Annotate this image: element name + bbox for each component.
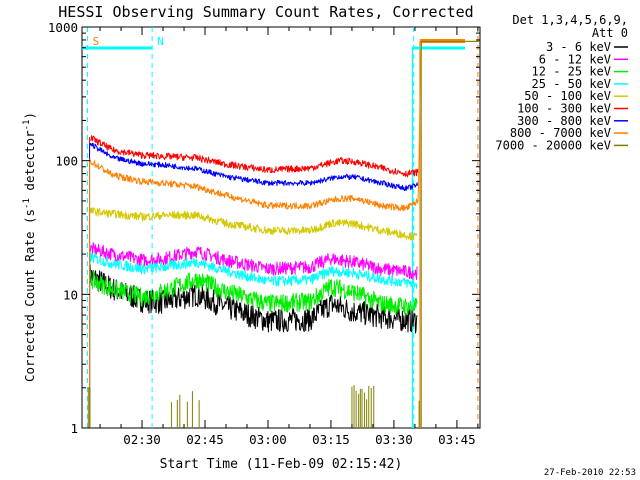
- legend-label: 6 - 12 keV: [539, 52, 611, 66]
- legend-label: 50 - 100 keV: [524, 89, 611, 103]
- y-tick-label: 1000: [48, 20, 78, 35]
- x-tick-label: 03:30: [375, 432, 413, 447]
- y-tick-label: 100: [55, 154, 78, 169]
- series-line-100-300kev: [89, 135, 419, 178]
- footer-timestamp: 27-Feb-2010 22:53: [544, 468, 636, 478]
- legend-label: 3 - 6 keV: [546, 40, 611, 54]
- x-tick-label: 02:45: [186, 432, 224, 447]
- series-line-300-800kev: [89, 142, 419, 192]
- series-line-50-100kev: [89, 207, 418, 241]
- legend-label: 100 - 300 keV: [517, 102, 611, 116]
- status-bars: [82, 39, 465, 50]
- legend-label: 800 - 7000 keV: [510, 126, 611, 140]
- x-tick-label: 03:15: [312, 432, 350, 447]
- legend-label: 300 - 800 keV: [517, 114, 611, 128]
- legend-label: 12 - 25 keV: [532, 65, 611, 79]
- x-tick-label: 03:45: [438, 432, 476, 447]
- series-line-800-7000kev: [89, 40, 480, 212]
- legend-label: 7000 - 20000 keV: [495, 138, 611, 152]
- series-line-12-25kev: [89, 270, 418, 316]
- series-lines: [87, 40, 480, 428]
- y-axis-label: Corrected Count Rate (s-1 detector-1): [22, 112, 37, 382]
- annotation-label: S: [92, 35, 99, 48]
- x-axis-label: Start Time (11-Feb-09 02:15:42): [160, 457, 403, 472]
- series-line-6-12kev: [89, 242, 418, 280]
- plot-border: [81, 26, 481, 429]
- plot-frame: [81, 26, 481, 429]
- series-line-25-50kev: [89, 252, 418, 289]
- series-line-7000-20000-kev: [87, 40, 480, 428]
- y-tick-label: 10: [63, 287, 78, 302]
- annotation-label: N: [157, 35, 164, 48]
- legend-label: 25 - 50 keV: [532, 77, 611, 91]
- x-tick-label: 03:00: [249, 432, 287, 447]
- chart-title: HESSI Observing Summary Count Rates, Cor…: [58, 3, 473, 21]
- x-tick-label: 02:30: [123, 432, 161, 447]
- axis-ticks: 1 10 100 1000 02:30 02:45 03:00 03:15 03:30 03:45: [48, 20, 480, 447]
- legend-header-attenuator: Att 0: [592, 26, 628, 40]
- legend-header-detectors: Det 1,3,4,5,6,9,: [512, 13, 628, 27]
- y-tick-label: 1: [70, 421, 78, 436]
